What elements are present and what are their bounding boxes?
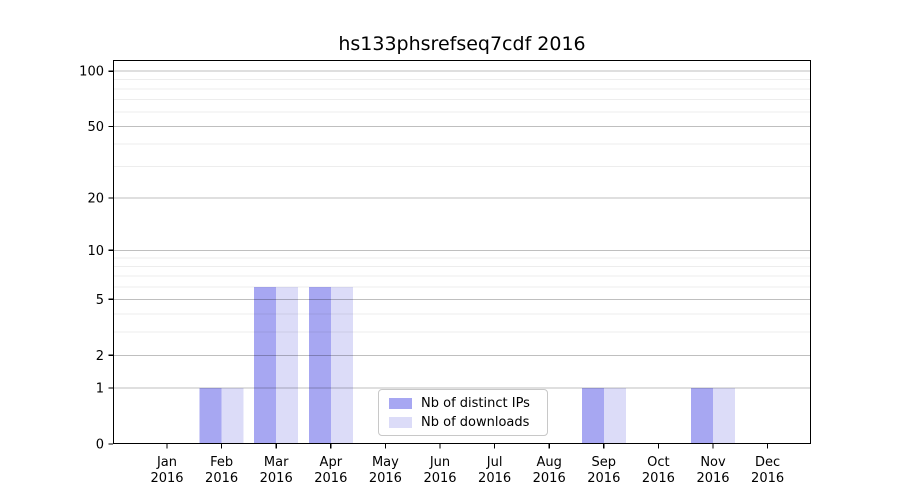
x-tick-label-month-apr: Apr: [320, 455, 343, 470]
x-tick-label-month-dec: Dec: [755, 455, 780, 470]
x-tick-label-month-jul: Jul: [486, 455, 503, 470]
x-tick-label-year-oct: 2016: [642, 471, 675, 486]
x-tick-label-month-feb: Feb: [210, 455, 233, 470]
x-tick-label-month-jan: Jan: [156, 455, 177, 470]
legend-label-distinct-ips: Nb of distinct IPs: [421, 395, 530, 411]
legend: Nb of distinct IPs Nb of downloads: [378, 389, 548, 436]
x-tick-label-year-nov: 2016: [696, 471, 729, 486]
x-tick-label-month-mar: Mar: [264, 455, 289, 470]
bar-nb-of-downloads-sep: [603, 388, 626, 444]
x-tick-label-month-oct: Oct: [647, 455, 669, 470]
x-tick-label-month-sep: Sep: [592, 455, 617, 470]
y-tick-label-5: 5: [96, 293, 104, 308]
legend-swatch-downloads: [389, 416, 412, 428]
x-tick-label-month-may: May: [372, 455, 399, 470]
x-tick-label-year-jul: 2016: [478, 471, 511, 486]
x-tick-label-year-jun: 2016: [423, 471, 456, 486]
x-tick-label-year-aug: 2016: [533, 471, 566, 486]
bar-nb-of-distinct-ips-apr: [308, 286, 331, 444]
y-tick-label-2: 2: [96, 349, 104, 364]
bar-nb-of-downloads-mar: [276, 286, 299, 444]
bar-nb-of-downloads-nov: [713, 388, 735, 444]
x-tick-label-month-jun: Jun: [429, 455, 450, 470]
x-tick-label-year-feb: 2016: [205, 471, 238, 486]
bar-nb-of-distinct-ips-sep: [581, 388, 604, 444]
legend-swatch-distinct-ips: [389, 397, 412, 409]
x-tick-label-year-mar: 2016: [260, 471, 293, 486]
bar-nb-of-distinct-ips-nov: [691, 388, 713, 444]
y-tick-label-20: 20: [87, 192, 104, 207]
x-tick-label-year-sep: 2016: [587, 471, 620, 486]
x-tick-label-month-aug: Aug: [537, 455, 562, 470]
x-tick-label-year-dec: 2016: [751, 471, 784, 486]
bar-nb-of-distinct-ips-feb: [199, 388, 222, 444]
y-tick-label-50: 50: [87, 120, 104, 135]
bar-nb-of-downloads-feb: [221, 388, 244, 444]
legend-item-downloads: Nb of downloads: [389, 416, 547, 429]
plot-border: [112, 59, 812, 445]
bar-nb-of-downloads-apr: [330, 286, 353, 444]
y-tick-label-1: 1: [96, 382, 104, 397]
x-tick-label-month-nov: Nov: [700, 455, 726, 470]
y-tick-label-10: 10: [87, 244, 104, 259]
x-tick-label-year-apr: 2016: [314, 471, 347, 486]
legend-item-distinct-ips: Nb of distinct IPs: [389, 397, 547, 410]
y-tick-label-100: 100: [79, 65, 104, 80]
x-tick-label-year-may: 2016: [369, 471, 402, 486]
legend-label-downloads: Nb of downloads: [421, 414, 530, 430]
bar-nb-of-distinct-ips-mar: [254, 286, 277, 444]
x-tick-label-year-jan: 2016: [150, 471, 183, 486]
chart-title: hs133phsrefseq7cdf 2016: [338, 33, 586, 55]
y-tick-label-0: 0: [96, 438, 104, 453]
